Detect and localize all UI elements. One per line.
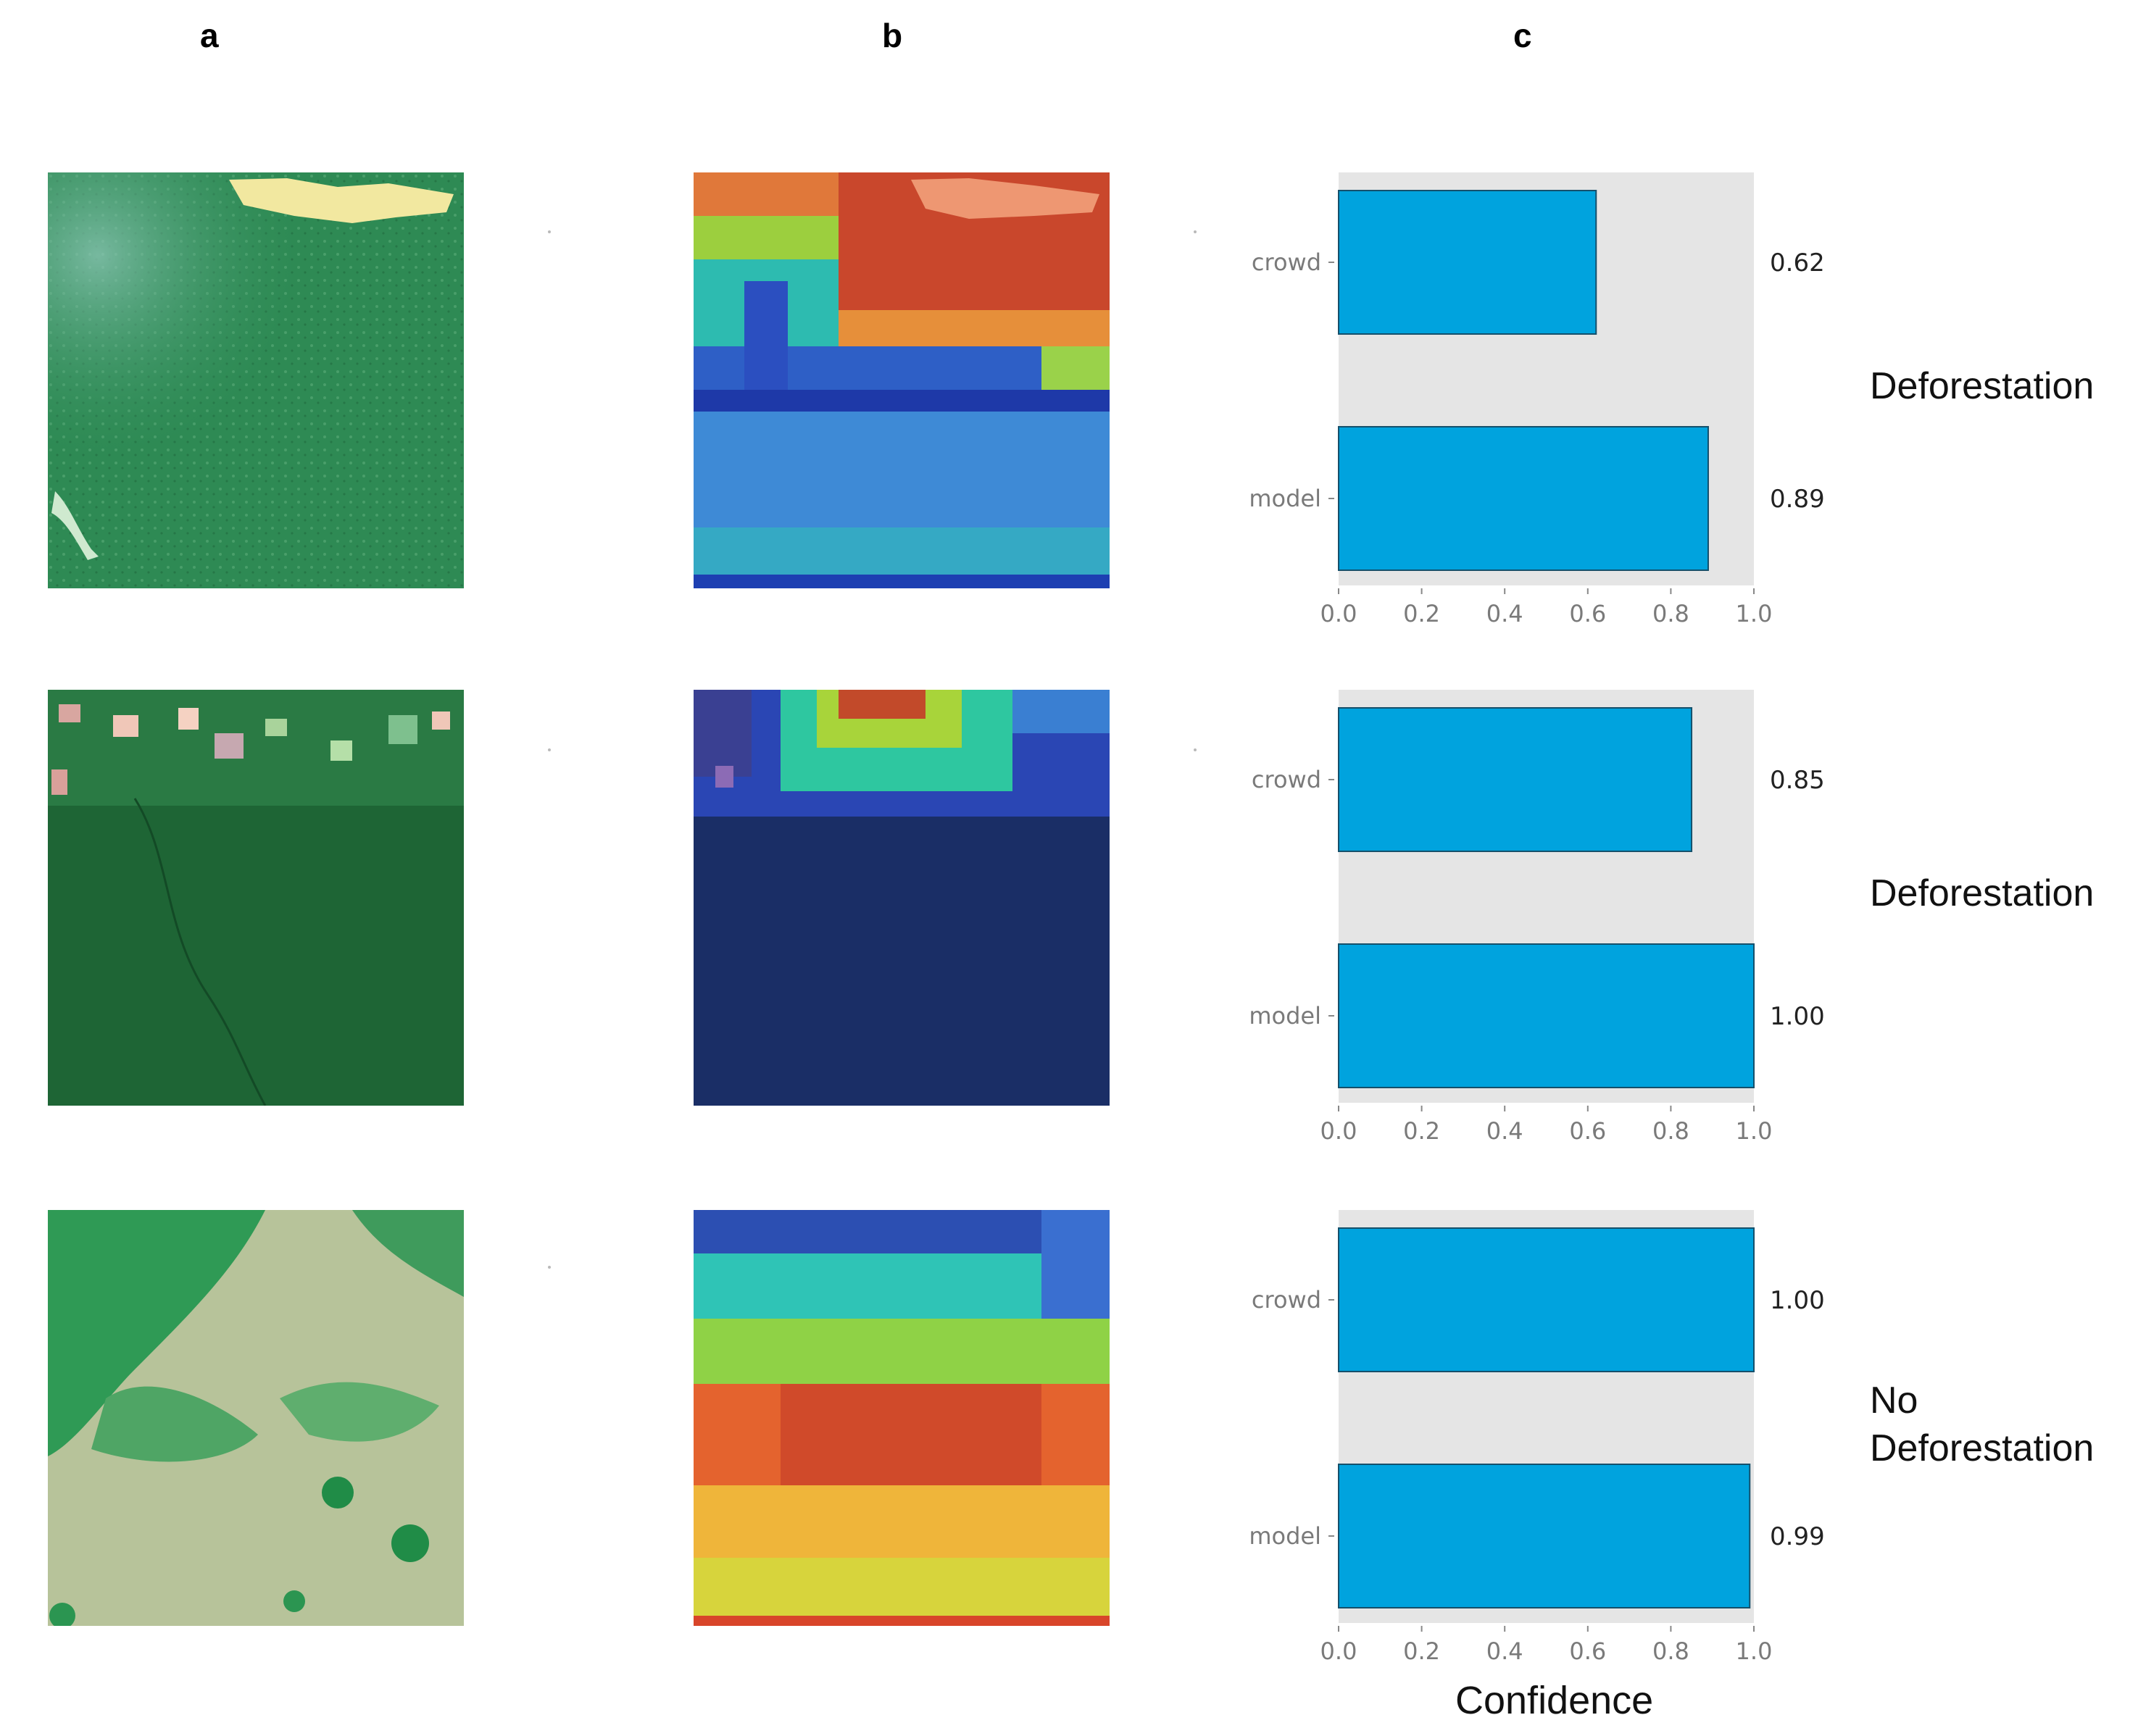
row-label-1: Deforestation [1870,365,2095,407]
chart-2-xtick-label: 0.0 [1320,1117,1357,1145]
chart-1-xtick-label: 0.8 [1652,600,1689,627]
satellite-image-row-3 [48,1210,464,1626]
chart-2-ytick-crowd: crowd [1252,766,1321,793]
chart-2-value-label-model: 1.00 [1770,1002,1825,1031]
stray-dot [1194,748,1197,751]
x-axis-title: Confidence [1455,1679,1654,1722]
chart-1-xtick-label: 0.0 [1320,600,1357,627]
stray-dot [548,748,551,751]
column-label-b: b [882,17,903,54]
chart-3-xtick-label: 0.8 [1652,1637,1689,1665]
row-label-2: Deforestation [1870,872,2095,914]
chart-2-bar-model [1338,943,1755,1088]
stray-dot [548,1266,551,1269]
chart-1-xtick-label: 0.4 [1486,600,1523,627]
chart-3-xtick-label: 0.2 [1403,1637,1440,1665]
satellite-image-row-2 [48,690,464,1106]
column-label-a: a [200,17,219,54]
chart-1-ytick-model: model [1249,485,1321,512]
satellite-image-row-1 [48,172,464,588]
stray-dot [548,230,551,233]
heatmap-overlay-row-3 [694,1210,1110,1626]
column-label-c: c [1513,17,1532,54]
chart-3-value-label-crowd: 1.00 [1770,1286,1825,1315]
chart-1-value-label-crowd: 0.62 [1770,249,1825,277]
chart-1-value-label-model: 0.89 [1770,485,1825,514]
chart-2-value-label-crowd: 0.85 [1770,766,1825,795]
chart-3-xtick-label: 0.6 [1569,1637,1606,1665]
chart-2-ytick-model: model [1249,1002,1321,1030]
chart-3-ytick-model: model [1249,1522,1321,1550]
chart-3-bar-crowd [1338,1227,1755,1372]
chart-1-xtick-label: 0.6 [1569,600,1606,627]
chart-2-xtick-label: 0.4 [1486,1117,1523,1145]
chart-2-xtick-label: 0.6 [1569,1117,1606,1145]
chart-3-ytick-crowd: crowd [1252,1286,1321,1314]
row-label-3: No Deforestation [1870,1380,2095,1469]
heatmap-overlay-row-1 [694,172,1110,588]
stray-dot [1194,230,1197,233]
chart-1-bar-model [1338,426,1709,571]
chart-3-xtick-label: 1.0 [1736,1637,1773,1665]
chart-1-ytick-crowd: crowd [1252,249,1321,276]
chart-1-xtick-label: 0.2 [1403,600,1440,627]
chart-1-xtick-label: 1.0 [1736,600,1773,627]
heatmap-overlay-row-2 [694,690,1110,1106]
chart-2-bar-crowd [1338,707,1693,852]
chart-3-xtick-label: 0.4 [1486,1637,1523,1665]
chart-3-bar-model [1338,1464,1751,1608]
chart-2-xtick-label: 0.8 [1652,1117,1689,1145]
chart-3-value-label-model: 0.99 [1770,1522,1825,1551]
chart-2-xtick-label: 0.2 [1403,1117,1440,1145]
chart-1-bar-crowd [1338,190,1597,335]
chart-2-xtick-label: 1.0 [1736,1117,1773,1145]
chart-3-xtick-label: 0.0 [1320,1637,1357,1665]
